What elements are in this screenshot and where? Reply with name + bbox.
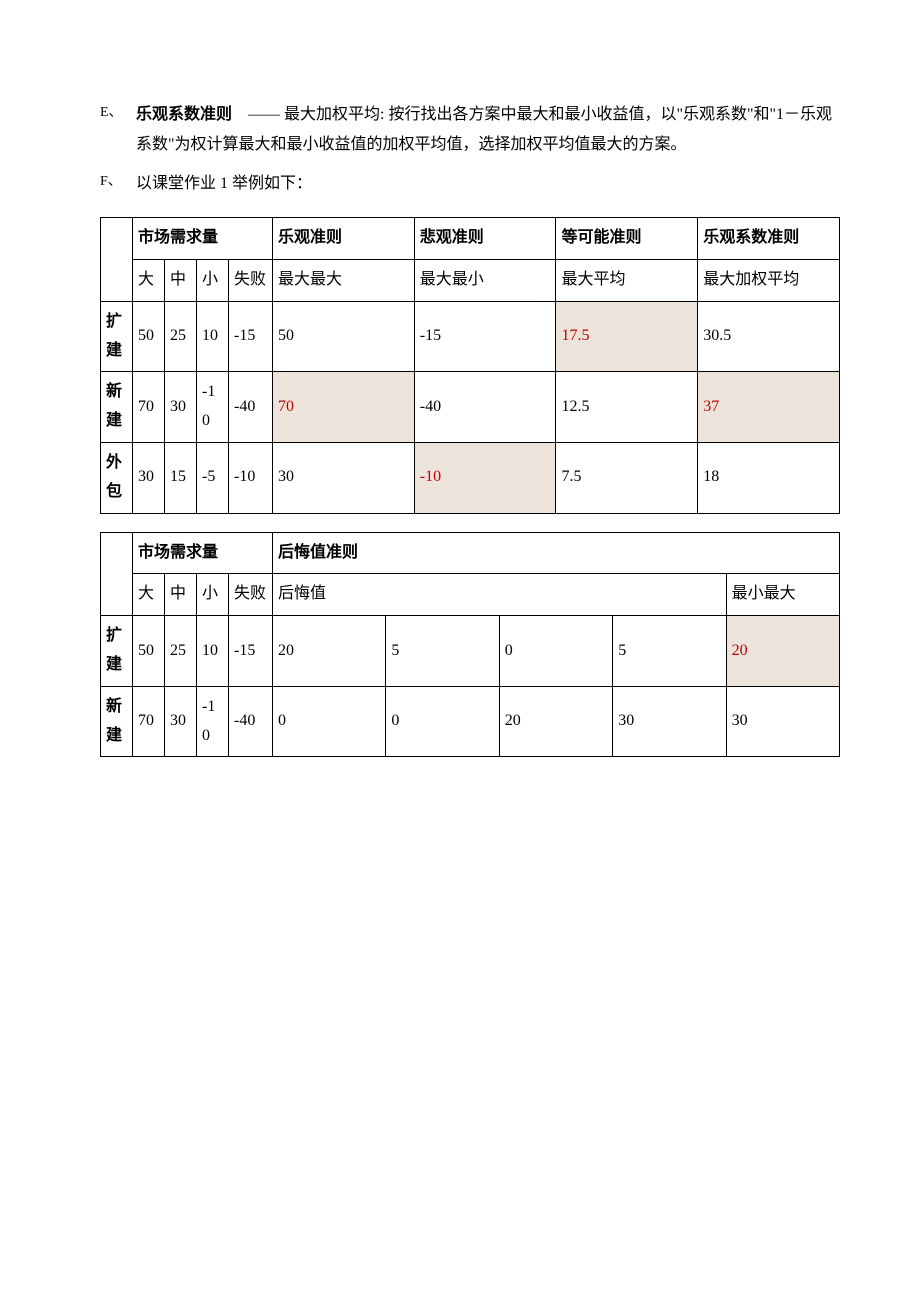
demand-cell: 10 bbox=[197, 301, 229, 372]
optcoef-header: 乐观系数准则 bbox=[698, 218, 840, 260]
regret-cell: 0 bbox=[499, 616, 612, 687]
table-row: 扩建502510-152050520 bbox=[101, 616, 840, 687]
item-content: 乐观系数准则 —— 最大加权平均: 按行找出各方案中最大和最小收益值，以"乐观系… bbox=[136, 100, 840, 161]
optimistic-header: 乐观准则 bbox=[273, 218, 415, 260]
sub-maxavg: 最大平均 bbox=[556, 259, 698, 301]
row-label: 新建 bbox=[101, 686, 133, 757]
empty-header bbox=[101, 218, 133, 302]
regret-cell: 20 bbox=[499, 686, 612, 757]
optimistic-cell: 30 bbox=[273, 442, 415, 513]
equalprob-header: 等可能准则 bbox=[556, 218, 698, 260]
sub-fail: 失败 bbox=[229, 574, 273, 616]
regret-cell: 20 bbox=[273, 616, 386, 687]
table-header-row: 市场需求量 乐观准则 悲观准则 等可能准则 乐观系数准则 bbox=[101, 218, 840, 260]
demand-cell: -10 bbox=[229, 442, 273, 513]
sub-mid: 中 bbox=[165, 574, 197, 616]
demand-cell: -10 bbox=[197, 686, 229, 757]
demand-cell: 70 bbox=[133, 686, 165, 757]
minmax-cell: 20 bbox=[726, 616, 839, 687]
optcoef-cell: 30.5 bbox=[698, 301, 840, 372]
empty-header bbox=[101, 532, 133, 616]
table-row: 新建7030-10-4000203030 bbox=[101, 686, 840, 757]
demand-cell: 50 bbox=[133, 301, 165, 372]
table-row: 扩建502510-1550-1517.530.5 bbox=[101, 301, 840, 372]
sub-mid: 中 bbox=[165, 259, 197, 301]
demand-cell: 50 bbox=[133, 616, 165, 687]
regret-cell: 5 bbox=[386, 616, 499, 687]
demand-cell: -15 bbox=[229, 616, 273, 687]
table-subheader-row: 大 中 小 失败 最大最大 最大最小 最大平均 最大加权平均 bbox=[101, 259, 840, 301]
optcoef-cell: 18 bbox=[698, 442, 840, 513]
equalprob-cell: 12.5 bbox=[556, 372, 698, 443]
row-label: 扩建 bbox=[101, 301, 133, 372]
sub-fail: 失败 bbox=[229, 259, 273, 301]
pessimistic-header: 悲观准则 bbox=[414, 218, 556, 260]
term-desc: —— 最大加权平均: 按行找出各方案中最大和最小收益值，以"乐观系数"和"1－乐… bbox=[136, 106, 832, 153]
regret-cell: 5 bbox=[613, 616, 726, 687]
demand-cell: 25 bbox=[165, 301, 197, 372]
demand-cell: 10 bbox=[197, 616, 229, 687]
regret-cell: 30 bbox=[613, 686, 726, 757]
regret-cell: 0 bbox=[386, 686, 499, 757]
demand-cell: -10 bbox=[197, 372, 229, 443]
optimistic-cell: 50 bbox=[273, 301, 415, 372]
demand-cell: -5 bbox=[197, 442, 229, 513]
regret-header: 后悔值准则 bbox=[273, 532, 840, 574]
row-label: 扩建 bbox=[101, 616, 133, 687]
table-row: 外包3015-5-1030-107.518 bbox=[101, 442, 840, 513]
item-marker: F、 bbox=[100, 169, 136, 196]
row-label: 外包 bbox=[101, 442, 133, 513]
minmax-cell: 30 bbox=[726, 686, 839, 757]
regret-criteria-table: 市场需求量 后悔值准则 大 中 小 失败 后悔值 最小最大 扩建502510-1… bbox=[100, 532, 840, 758]
item-marker: E、 bbox=[100, 100, 136, 127]
list-item-f: F、 以课堂作业 1 举例如下： bbox=[100, 169, 840, 199]
table-header-row: 市场需求量 后悔值准则 bbox=[101, 532, 840, 574]
optcoef-cell: 37 bbox=[698, 372, 840, 443]
demand-cell: 70 bbox=[133, 372, 165, 443]
term-label: 乐观系数准则 bbox=[136, 106, 232, 123]
demand-cell: -15 bbox=[229, 301, 273, 372]
optimistic-cell: 70 bbox=[273, 372, 415, 443]
demand-cell: 30 bbox=[165, 686, 197, 757]
sub-big: 大 bbox=[133, 574, 165, 616]
sub-small: 小 bbox=[197, 259, 229, 301]
sub-small: 小 bbox=[197, 574, 229, 616]
sub-maxmax: 最大最大 bbox=[273, 259, 415, 301]
sub-big: 大 bbox=[133, 259, 165, 301]
demand-cell: -40 bbox=[229, 686, 273, 757]
demand-cell: 30 bbox=[133, 442, 165, 513]
sub-regretval: 后悔值 bbox=[273, 574, 727, 616]
sub-minmax: 最小最大 bbox=[726, 574, 839, 616]
pessimistic-cell: -15 bbox=[414, 301, 556, 372]
demand-cell: 15 bbox=[165, 442, 197, 513]
sub-maxweighted: 最大加权平均 bbox=[698, 259, 840, 301]
demand-cell: 25 bbox=[165, 616, 197, 687]
demand-header: 市场需求量 bbox=[133, 218, 273, 260]
row-label: 新建 bbox=[101, 372, 133, 443]
demand-header: 市场需求量 bbox=[133, 532, 273, 574]
sub-maxmin: 最大最小 bbox=[414, 259, 556, 301]
demand-cell: -40 bbox=[229, 372, 273, 443]
table-row: 新建7030-10-4070-4012.537 bbox=[101, 372, 840, 443]
list-item-e: E、 乐观系数准则 —— 最大加权平均: 按行找出各方案中最大和最小收益值，以"… bbox=[100, 100, 840, 161]
demand-cell: 30 bbox=[165, 372, 197, 443]
item-content: 以课堂作业 1 举例如下： bbox=[136, 169, 840, 199]
pessimistic-cell: -40 bbox=[414, 372, 556, 443]
equalprob-cell: 7.5 bbox=[556, 442, 698, 513]
equalprob-cell: 17.5 bbox=[556, 301, 698, 372]
regret-cell: 0 bbox=[273, 686, 386, 757]
pessimistic-cell: -10 bbox=[414, 442, 556, 513]
table-subheader-row: 大 中 小 失败 后悔值 最小最大 bbox=[101, 574, 840, 616]
decision-criteria-table: 市场需求量 乐观准则 悲观准则 等可能准则 乐观系数准则 大 中 小 失败 最大… bbox=[100, 217, 840, 513]
